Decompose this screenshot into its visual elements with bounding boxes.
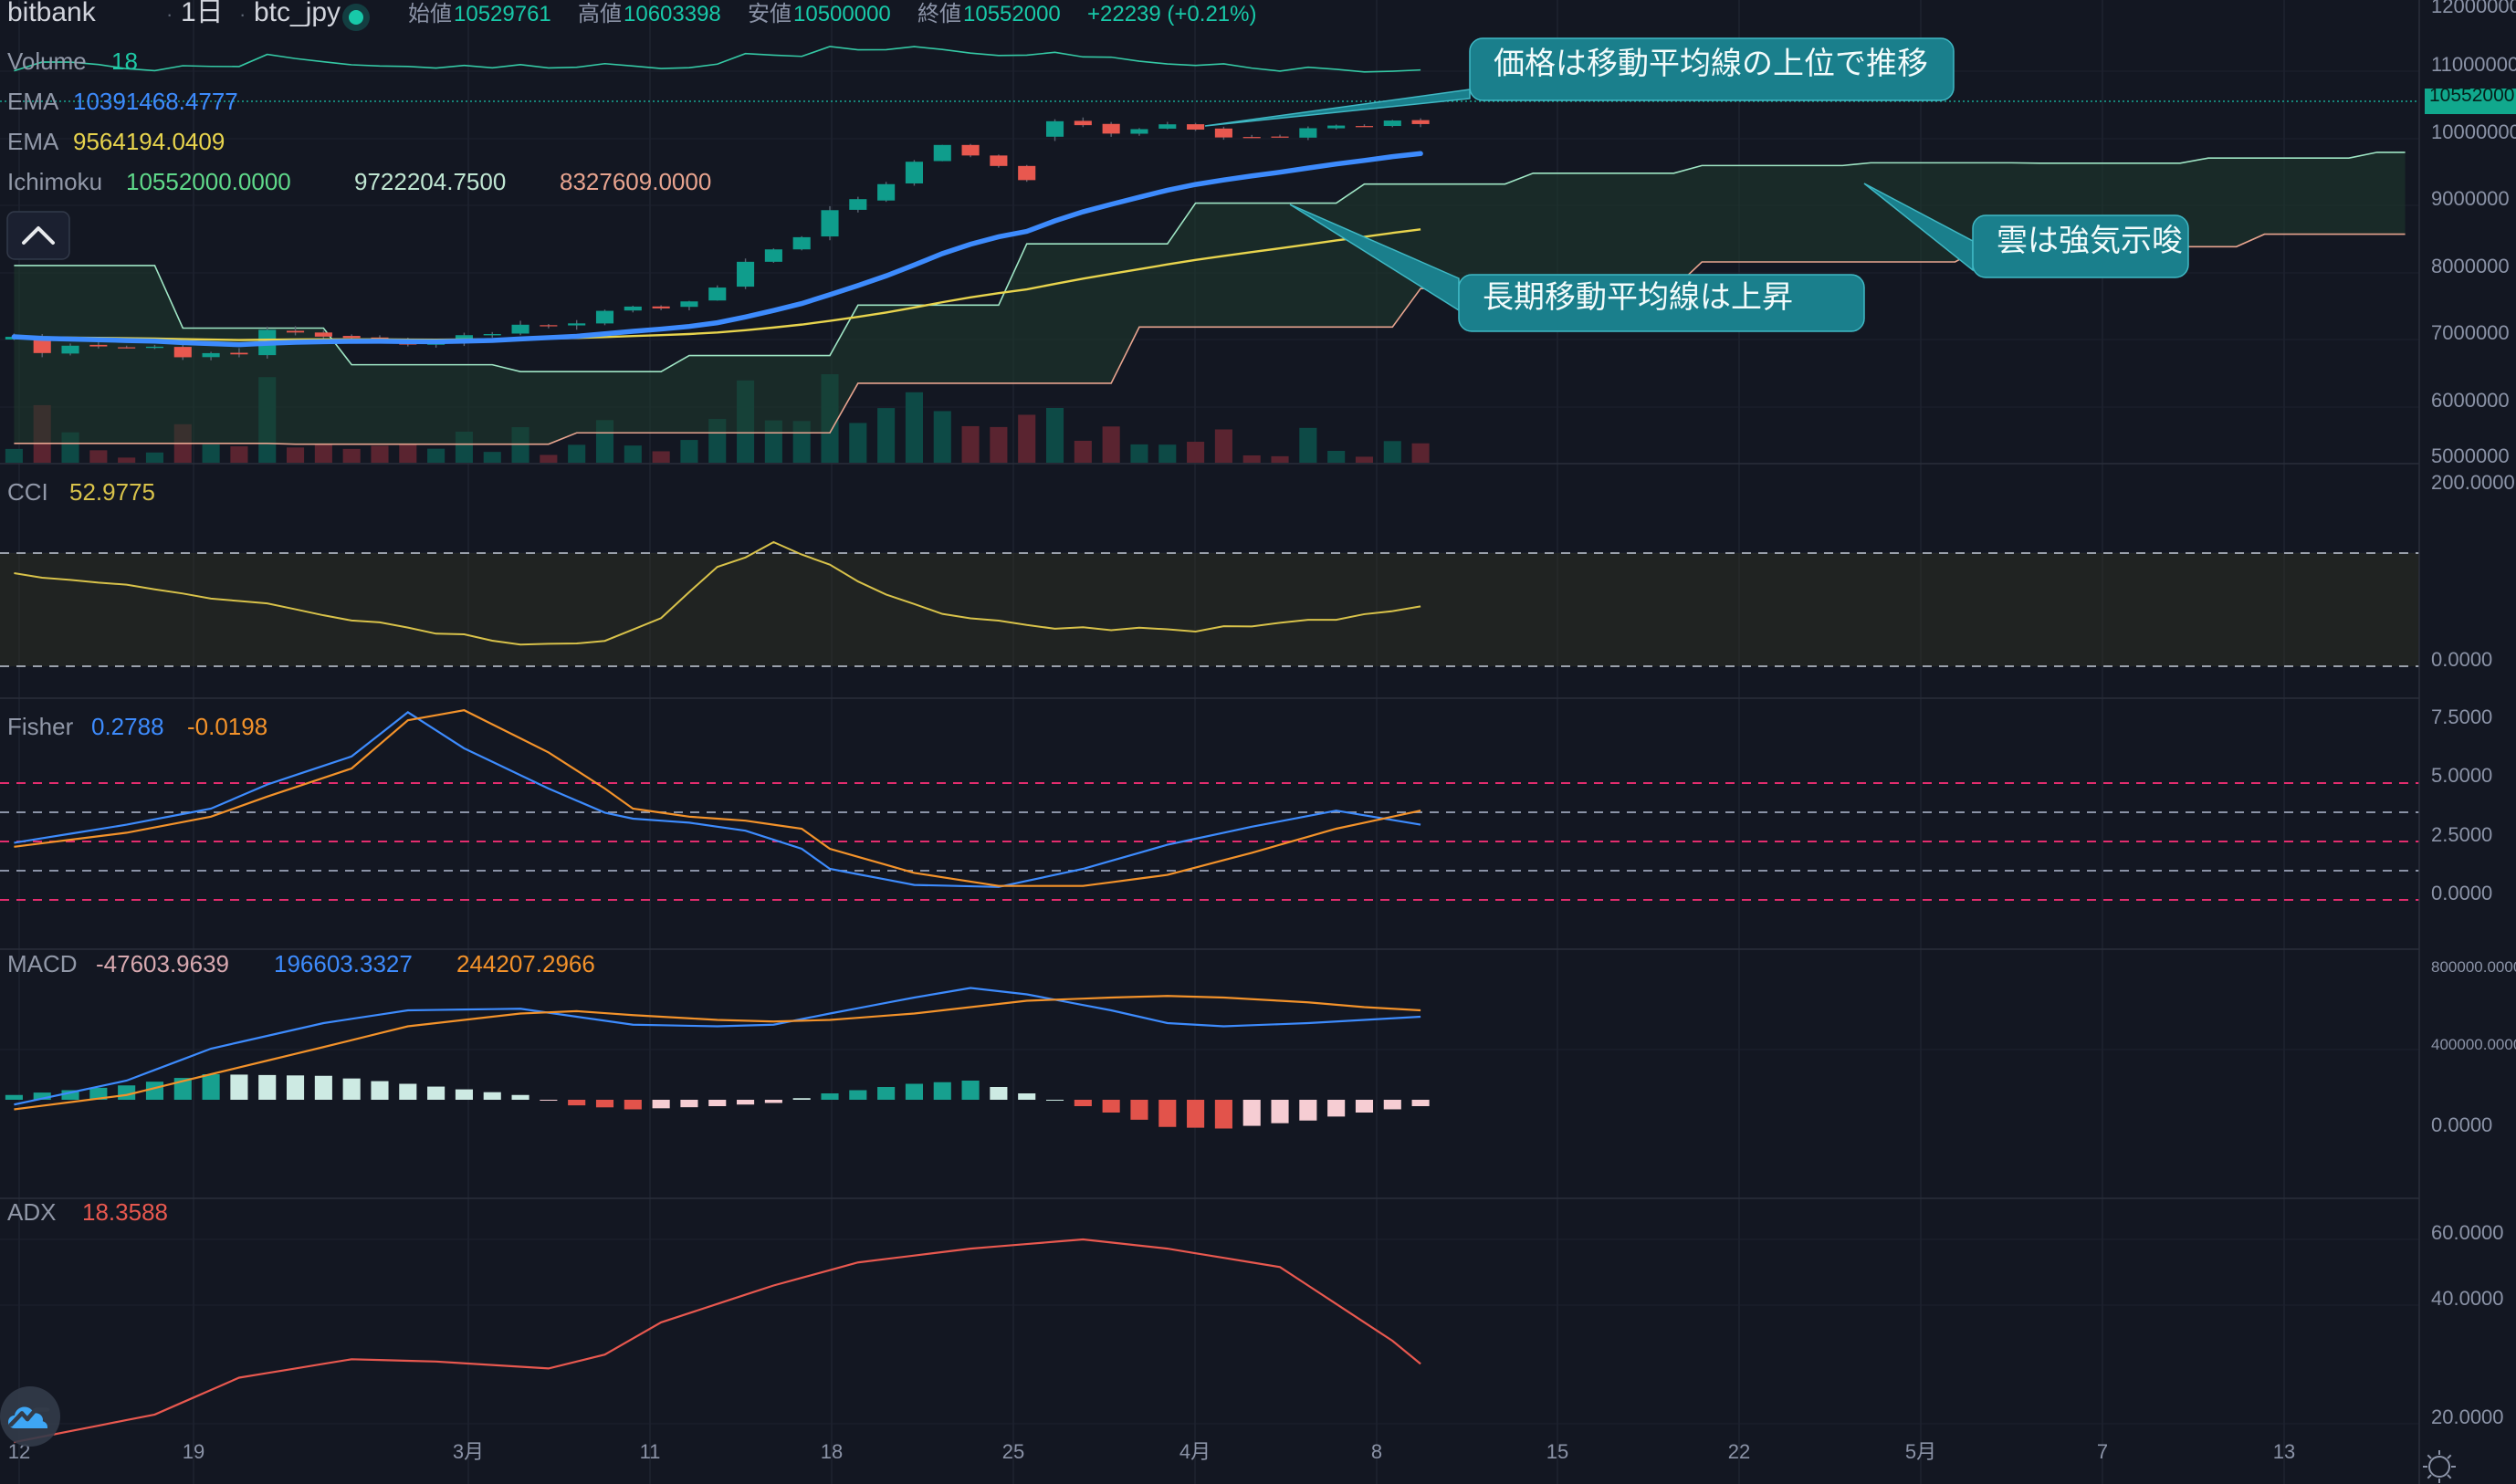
svg-text:0.2788: 0.2788 bbox=[91, 713, 164, 740]
svg-text:9564194.0409: 9564194.0409 bbox=[73, 128, 225, 155]
svg-text:19: 19 bbox=[183, 1440, 204, 1463]
svg-text:Volume: Volume bbox=[7, 47, 87, 75]
svg-text:始値: 始値 bbox=[408, 2, 452, 26]
svg-text:5.0000: 5.0000 bbox=[2431, 764, 2492, 787]
svg-text:10552000: 10552000 bbox=[2429, 85, 2514, 106]
svg-text:18: 18 bbox=[821, 1440, 843, 1463]
svg-text:EMA: EMA bbox=[7, 88, 59, 115]
svg-text:9000000: 9000000 bbox=[2431, 187, 2510, 210]
svg-text:bitbank: bitbank bbox=[7, 0, 97, 27]
svg-text:12000000: 12000000 bbox=[2431, 0, 2516, 17]
svg-text:244207.2966: 244207.2966 bbox=[456, 950, 595, 977]
svg-text:3月: 3月 bbox=[453, 1440, 484, 1463]
svg-text:8: 8 bbox=[1371, 1440, 1382, 1463]
svg-text:5000000: 5000000 bbox=[2431, 444, 2510, 467]
svg-text:11000000: 11000000 bbox=[2431, 53, 2516, 76]
svg-text:10391468.4777: 10391468.4777 bbox=[73, 88, 238, 115]
svg-text:7000000: 7000000 bbox=[2431, 321, 2510, 344]
svg-text:高値: 高値 bbox=[578, 2, 622, 26]
svg-text:10552000: 10552000 bbox=[963, 2, 1061, 26]
svg-text:0.0000: 0.0000 bbox=[2431, 882, 2492, 904]
svg-text:2.5000: 2.5000 bbox=[2431, 823, 2492, 846]
svg-text:雲は強気示唆: 雲は強気示唆 bbox=[1997, 224, 2183, 258]
svg-text:10500000: 10500000 bbox=[793, 2, 891, 26]
svg-text:25: 25 bbox=[1002, 1440, 1024, 1463]
svg-text:-0.0198: -0.0198 bbox=[187, 713, 267, 740]
svg-text:ADX: ADX bbox=[7, 1198, 56, 1226]
svg-text:7: 7 bbox=[2097, 1440, 2108, 1463]
svg-text:-47603.9639: -47603.9639 bbox=[96, 950, 229, 977]
svg-text:長期移動平均線は上昇: 長期移動平均線は上昇 bbox=[1483, 280, 1793, 315]
svg-text:10529761: 10529761 bbox=[454, 2, 551, 26]
svg-text:8327609.0000: 8327609.0000 bbox=[560, 168, 711, 195]
svg-text:11: 11 bbox=[640, 1440, 661, 1463]
svg-text:10603398: 10603398 bbox=[624, 2, 721, 26]
svg-text:18.3588: 18.3588 bbox=[82, 1198, 168, 1226]
svg-text:15: 15 bbox=[1546, 1440, 1568, 1463]
svg-text:+22239 (+0.21%): +22239 (+0.21%) bbox=[1087, 2, 1256, 26]
svg-text:5月: 5月 bbox=[1905, 1440, 1936, 1463]
svg-text:·: · bbox=[166, 3, 173, 26]
svg-text:7.5000: 7.5000 bbox=[2431, 705, 2492, 728]
svg-text:0.0000: 0.0000 bbox=[2431, 648, 2492, 671]
svg-text:52.9775: 52.9775 bbox=[69, 478, 155, 506]
svg-text:0.0000: 0.0000 bbox=[2431, 1113, 2492, 1136]
svg-text:安値: 安値 bbox=[748, 2, 791, 26]
svg-text:Ichimoku: Ichimoku bbox=[7, 168, 102, 195]
svg-text:6000000: 6000000 bbox=[2431, 389, 2510, 412]
svg-text:·: · bbox=[239, 3, 246, 26]
svg-text:MACD: MACD bbox=[7, 950, 78, 977]
svg-text:4月: 4月 bbox=[1179, 1440, 1211, 1463]
svg-text:終値: 終値 bbox=[917, 2, 961, 26]
svg-text:Fisher: Fisher bbox=[7, 713, 74, 740]
svg-text:10000000: 10000000 bbox=[2431, 120, 2516, 143]
svg-text:9722204.7500: 9722204.7500 bbox=[354, 168, 506, 195]
svg-text:196603.3327: 196603.3327 bbox=[274, 950, 413, 977]
svg-text:btc_jpy: btc_jpy bbox=[254, 0, 341, 27]
svg-text:60.0000: 60.0000 bbox=[2431, 1221, 2504, 1244]
svg-text:200.0000: 200.0000 bbox=[2431, 471, 2515, 494]
svg-text:8000000: 8000000 bbox=[2431, 255, 2510, 277]
svg-text:40.0000: 40.0000 bbox=[2431, 1287, 2504, 1310]
svg-text:20.0000: 20.0000 bbox=[2431, 1406, 2504, 1428]
svg-text:22: 22 bbox=[1728, 1440, 1750, 1463]
svg-text:10552000.0000: 10552000.0000 bbox=[126, 168, 291, 195]
svg-text:CCI: CCI bbox=[7, 478, 48, 506]
svg-text:18: 18 bbox=[111, 47, 138, 75]
svg-text:価格は移動平均線の上位で推移: 価格は移動平均線の上位で推移 bbox=[1494, 47, 1928, 81]
svg-text:800000.0000: 800000.0000 bbox=[2431, 958, 2516, 976]
svg-text:EMA: EMA bbox=[7, 128, 59, 155]
svg-text:1日: 1日 bbox=[181, 0, 224, 27]
svg-text:13: 13 bbox=[2273, 1440, 2295, 1463]
svg-text:400000.0000: 400000.0000 bbox=[2431, 1036, 2516, 1053]
